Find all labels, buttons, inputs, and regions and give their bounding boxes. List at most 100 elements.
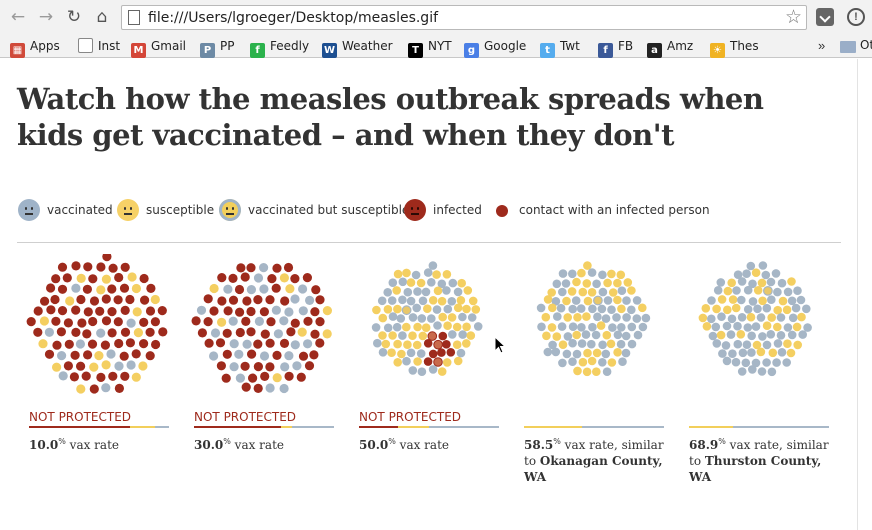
person-dot-vaccinated [373,338,382,348]
person-dot-vaccinated [803,323,812,332]
bookmark-weather[interactable]: W Weather [322,37,393,58]
bookmark-fb[interactable]: f FB [598,37,633,58]
person-dot-infected [33,306,43,316]
bookmark-apps[interactable]: ▦ Apps [10,37,60,58]
person-dot-vaccinated [788,313,798,323]
person-dot-susceptible [456,296,466,305]
person-dot-infected [50,294,60,305]
person-dot-infected [107,307,117,317]
person-dot-susceptible [322,306,332,316]
person-dot-infected [223,306,233,316]
person-dot-susceptible [462,322,471,332]
protection-status: NOT PROTECTED [194,410,297,424]
feedly-icon: f [250,43,265,58]
person-dot-contact [427,331,438,341]
reload-icon[interactable]: ↻ [66,7,82,27]
bookmark-star-icon[interactable]: ☆ [784,6,802,28]
person-dot-vaccinated [627,305,636,315]
person-dot-susceptible [101,274,111,284]
person-dot-susceptible [578,287,588,297]
person-dot-susceptible [38,339,48,349]
person-dot-vaccinated [229,339,239,349]
person-dot-vaccinated [732,286,741,295]
back-arrow-icon[interactable]: ← [10,7,26,27]
url-text[interactable]: file:///Users/lgroeger/Desktop/measles.g… [148,10,439,26]
file-page-icon [128,10,140,25]
person-dot-susceptible [402,322,411,332]
bookmark-amz[interactable]: a Amz [647,37,693,58]
person-dot-infected [304,361,315,371]
person-dot-susceptible [393,339,402,349]
person-dot-vaccinated [621,331,631,341]
person-dot-susceptible [592,348,602,358]
person-dot-vaccinated [748,297,758,306]
person-dot-vaccinated [728,349,737,358]
person-dot-susceptible [453,303,463,313]
person-dot-susceptible [792,322,802,332]
infected-face-icon [404,199,426,221]
person-dot-vaccinated [602,367,612,376]
bookmark-nyt[interactable]: T NYT [408,37,452,58]
home-icon[interactable]: ⌂ [96,7,108,27]
person-dot-vaccinated [396,314,406,323]
person-dot-infected [88,274,98,284]
person-dot-infected [203,317,213,327]
person-dot-infected [146,283,156,293]
bookmark-inst[interactable]: Inst [78,37,120,55]
person-dot-vaccinated [558,269,568,278]
person-dot-infected [119,283,130,293]
person-dot-vaccinated [417,314,427,323]
folder-icon[interactable] [840,41,856,53]
person-dot-susceptible [471,305,481,314]
person-dot-susceptible [96,285,106,295]
bookmark-google[interactable]: g Google [464,37,527,58]
person-dot-vaccinated [802,304,811,314]
person-dot-infected [217,273,227,283]
bookmark-gmail[interactable]: M Gmail [131,37,186,58]
vax-rate-bar [524,426,664,428]
address-bar[interactable]: file:///Users/lgroeger/Desktop/measles.g… [121,5,807,30]
bookmark-label: Google [484,39,527,53]
person-dot-vaccinated [598,358,607,367]
info-icon[interactable]: ! [847,8,865,26]
vax-rate-value: 58.5 [524,438,554,452]
person-dot-susceptible [773,305,782,315]
forward-arrow-icon[interactable]: → [38,7,54,27]
person-dot-vaccinated [403,287,413,297]
gmail-icon: M [131,43,146,58]
pocket-icon[interactable] [816,8,834,26]
bookmark-pp[interactable]: P PP [200,37,234,58]
pp-icon: P [200,43,215,58]
bookmark-thes[interactable]: ☀ Thes [710,37,759,58]
person-dot-vaccinated [280,362,290,372]
person-dot-vaccinated [273,329,283,339]
percent-sign: % [718,437,726,446]
person-dot-infected [438,331,448,341]
person-dot-vaccinated [568,304,577,314]
person-dot-infected [283,262,294,273]
person-dot-vacc_susc [592,295,603,306]
person-dot-infected [246,327,256,337]
person-dot-infected [102,254,112,262]
person-dot-infected [89,296,100,306]
person-dot-infected [96,372,106,382]
person-dot-vaccinated [447,297,457,306]
person-dot-vaccinated [722,356,732,366]
person-dot-vaccinated [44,327,54,337]
person-dot-infected [88,316,98,327]
other-bookmarks-label[interactable]: Ot [860,38,872,52]
person-dot-vaccinated [748,365,757,374]
bookmark-twt[interactable]: t Twt [540,37,580,58]
page-icon [78,38,93,53]
more-bookmarks-chevron-icon[interactable]: » [818,38,826,53]
person-dot-infected [191,316,201,326]
person-dot-vaccinated [551,347,561,357]
person-dot-susceptible [413,322,422,332]
person-dot-susceptible [583,296,593,306]
person-dot-infected [151,339,161,350]
person-dot-vaccinated [242,339,252,349]
person-dot-vaccinated [563,332,573,341]
bookmark-feedly[interactable]: f Feedly [250,37,309,58]
person-dot-infected [113,317,123,327]
person-dot-vaccinated [443,304,453,314]
